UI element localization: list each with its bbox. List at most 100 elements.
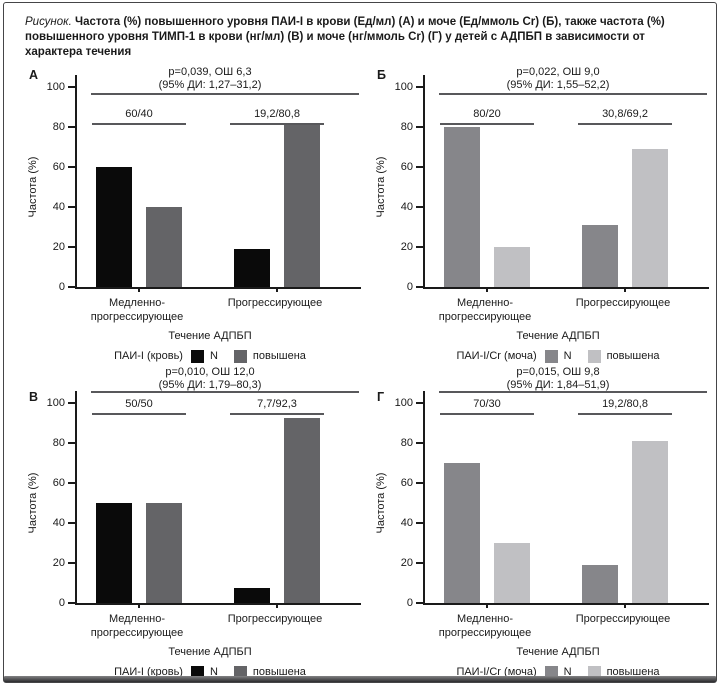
legend-item: повышена (233, 665, 306, 679)
bar (494, 247, 530, 287)
plot-area: Частота (%) 0 20 40 60 80 100 70/30 19,2/80,8 (375, 391, 709, 609)
bar (582, 564, 618, 603)
x-category-label: Прогрессирующее (227, 297, 323, 309)
y-tick-label: 0 (58, 597, 65, 609)
caption-text: Частота (%) повышенного уровня ПАИ-I в к… (25, 16, 665, 58)
y-tick-mark (416, 602, 423, 604)
y-tick-label: 80 (52, 121, 65, 133)
legend-title: ПАИ-I/Cr (моча) (456, 350, 537, 362)
group-ratio-label: 30,8/69,2 (602, 108, 648, 120)
stat-confidence-interval: (95% ДИ: 1,84–51,9) (506, 379, 610, 391)
caption-prefix: Рисунок. (25, 16, 72, 28)
stat-pvalue: p=0,039, ОШ 6,3 (168, 66, 252, 78)
bottom-bar (4, 676, 716, 682)
y-axis-line (75, 75, 77, 87)
y-tick-mark (416, 246, 423, 248)
stat-confidence-interval: (95% ДИ: 1,79–80,3) (158, 379, 262, 391)
group-bracket-line (92, 123, 186, 125)
y-tick-label: 60 (400, 161, 413, 173)
y-axis-line (75, 391, 77, 403)
y-tick-mark (416, 402, 423, 404)
y-tick-mark (68, 206, 75, 208)
x-tick-mark (276, 603, 278, 608)
legend-title: ПАИ-I (кровь) (114, 350, 183, 362)
stat-pvalue: p=0,015, ОШ 9,8 (516, 366, 600, 378)
y-tick-mark (416, 86, 423, 88)
x-category-labels: Медленно- прогрессирующее Прогрессирующее (19, 296, 359, 328)
legend-item: N (544, 349, 572, 363)
x-tick-mark (624, 287, 626, 292)
group-ratio-label: 60/40 (125, 108, 153, 120)
y-axis-line (423, 391, 425, 403)
y-tick-mark (416, 442, 423, 444)
plot-area: Частота (%) 0 20 40 60 80 100 80/20 30,8/69,2 (375, 75, 709, 293)
comparison-line (91, 93, 359, 95)
group-bracket-line (440, 123, 534, 125)
legend-item: повышена (587, 349, 660, 363)
legend-swatch (190, 665, 204, 679)
y-tick-label: 40 (400, 201, 413, 213)
y-tick-mark (416, 482, 423, 484)
legend-item: N (190, 665, 218, 679)
bar (234, 248, 270, 287)
y-tick-mark (68, 166, 75, 168)
y-tick-mark (416, 562, 423, 564)
x-axis-title: Течение АДПБП (516, 330, 600, 342)
group-ratio-label: 80/20 (473, 108, 501, 120)
y-tick-mark (68, 402, 75, 404)
x-tick-mark (486, 603, 488, 608)
panel-letter-label: Б (377, 68, 386, 82)
bar (632, 148, 668, 287)
x-category-label: Медленно- прогрессирующее (438, 613, 532, 639)
y-tick-label: 60 (52, 477, 65, 489)
bar (284, 418, 320, 603)
bar (284, 125, 320, 287)
y-tick-mark (416, 286, 423, 288)
x-tick-mark (624, 603, 626, 608)
x-category-label: Прогрессирующее (227, 613, 323, 625)
y-tick-label: 20 (52, 557, 65, 569)
y-tick-mark (416, 522, 423, 524)
legend-swatch (190, 349, 204, 363)
y-tick-label: 60 (400, 477, 413, 489)
legend-series-name: повышена (252, 666, 306, 678)
legend-series-name: повышена (606, 350, 660, 362)
x-tick-mark (138, 287, 140, 292)
comparison-line (439, 93, 707, 95)
legend-swatch (233, 349, 247, 363)
legend-swatch (587, 349, 601, 363)
legend-series-name: N (563, 350, 572, 362)
chart-panel: В p=0,010, ОШ 12,0 (95% ДИ: 1,79–80,3) Ч… (19, 366, 361, 680)
legend-series-name: повышена (606, 666, 660, 678)
y-tick-mark (416, 166, 423, 168)
bar (444, 127, 480, 287)
stats-block: p=0,015, ОШ 9,8 (95% ДИ: 1,84–51,9) (367, 366, 707, 392)
stat-pvalue: p=0,022, ОШ 9,0 (516, 66, 600, 78)
legend-item: N (544, 665, 572, 679)
bar (96, 503, 132, 603)
legend-item: повышена (233, 349, 306, 363)
bar (146, 503, 182, 603)
y-tick-mark (68, 522, 75, 524)
legend-swatch (544, 665, 558, 679)
group-bracket-line (578, 123, 672, 125)
stats-block: p=0,039, ОШ 6,3 (95% ДИ: 1,27–31,2) (19, 66, 359, 92)
x-category-label: Медленно- прогрессирующее (90, 297, 184, 323)
stat-confidence-interval: (95% ДИ: 1,55–52,2) (506, 79, 610, 91)
y-tick-label: 100 (394, 397, 413, 409)
y-tick-label: 40 (52, 517, 65, 529)
y-tick-label: 80 (52, 437, 65, 449)
group-bracket-line (92, 413, 186, 415)
bar (444, 463, 480, 603)
x-category-labels: Медленно- прогрессирующее Прогрессирующее (367, 612, 707, 644)
y-tick-label: 0 (406, 281, 413, 293)
plot-row: Частота (%) 0 20 40 60 80 100 60/40 19,2/80,8 (27, 75, 361, 293)
x-category-label: Медленно- прогрессирующее (438, 297, 532, 323)
stat-pvalue: p=0,010, ОШ 12,0 (165, 366, 255, 378)
plot-area: Частота (%) 0 20 40 60 80 100 50/50 7,7/92,3 (27, 391, 361, 609)
chart-panel: Б p=0,022, ОШ 9,0 (95% ДИ: 1,55–52,2) Ча… (367, 66, 709, 364)
group-ratio-label: 70/30 (473, 398, 501, 410)
